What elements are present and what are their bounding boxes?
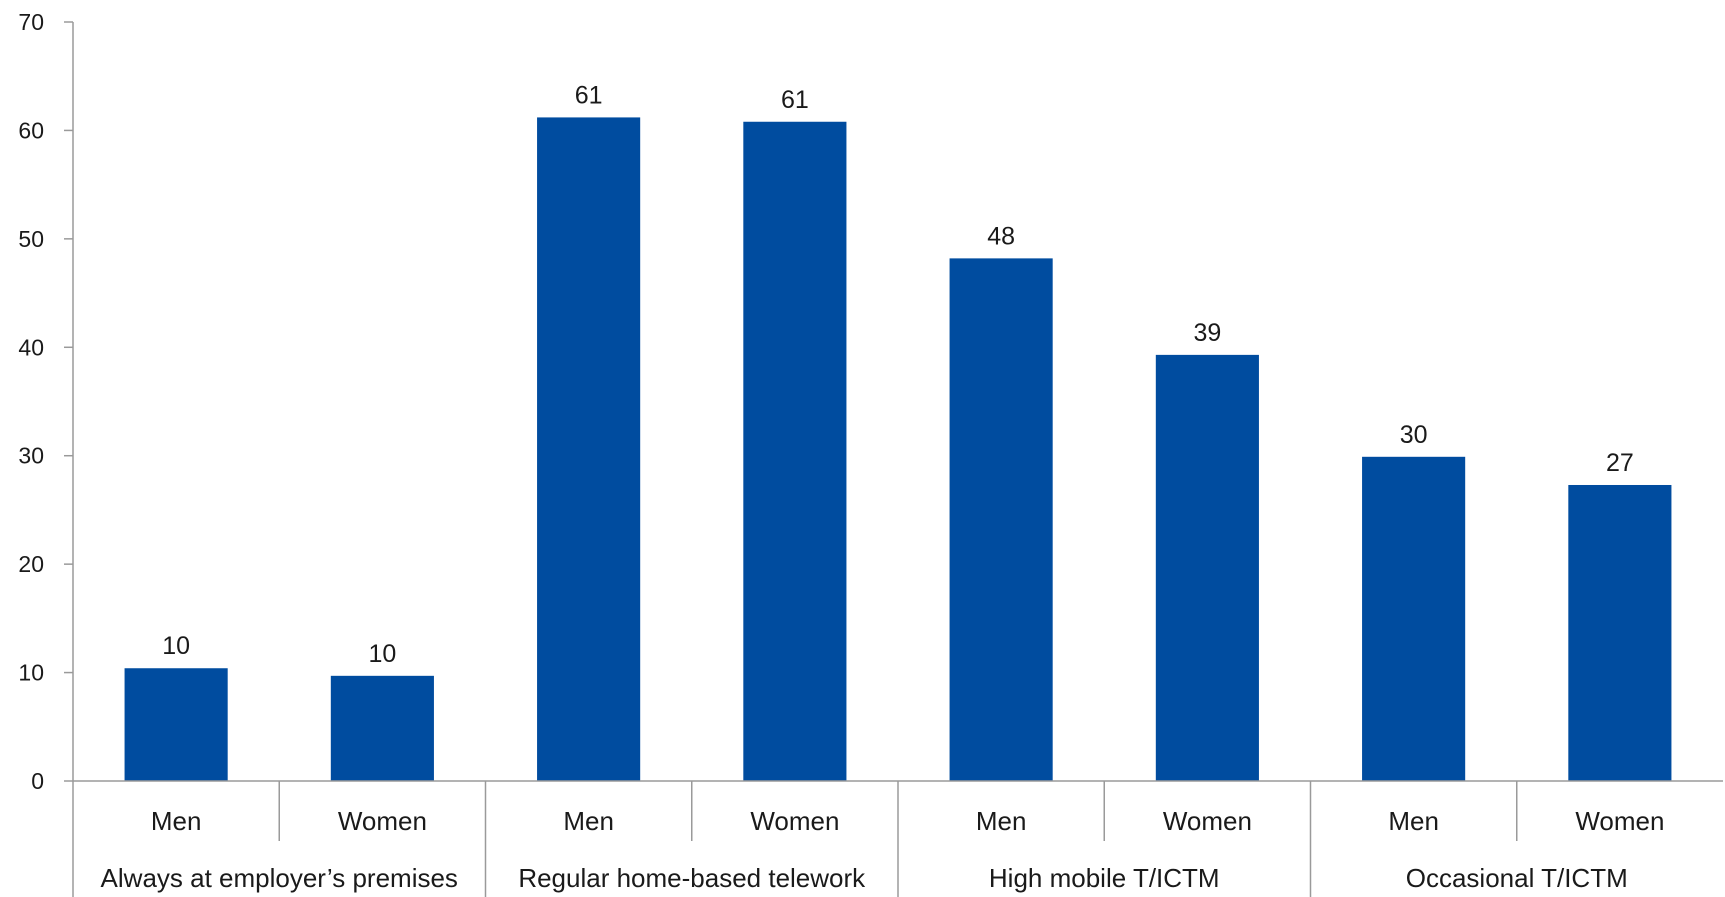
x-category-label: Women <box>750 806 839 836</box>
data-labels: 10 10 61 61 48 39 30 27 <box>162 81 1634 667</box>
bar-value-label: 27 <box>1606 449 1634 477</box>
bar <box>124 668 228 781</box>
bar-value-label: 10 <box>162 632 190 660</box>
y-tick-label: 60 <box>18 117 44 143</box>
y-axis: 0 10 20 30 40 50 60 70 <box>18 9 74 794</box>
x-group-label: High mobile T/ICTM <box>989 863 1220 893</box>
bar <box>1155 354 1259 781</box>
x-group-label: Always at employer’s premises <box>101 863 458 893</box>
y-tick-label: 10 <box>18 660 44 686</box>
x-category-label: Men <box>1388 806 1439 836</box>
bar-value-label: 39 <box>1193 319 1221 347</box>
bar-value-label: 61 <box>575 81 603 109</box>
y-tick-label: 0 <box>31 768 44 794</box>
bars <box>124 117 1672 782</box>
bar <box>537 117 641 782</box>
bar-value-label: 30 <box>1400 421 1428 449</box>
y-tick-label: 20 <box>18 551 44 577</box>
y-tick-label: 70 <box>18 9 44 35</box>
x-category-label: Men <box>151 806 202 836</box>
x-category-label: Women <box>1163 806 1252 836</box>
x-group-label: Regular home-based telework <box>518 863 866 893</box>
bar <box>949 258 1053 782</box>
bar-value-label: 48 <box>987 222 1015 250</box>
bar <box>1362 456 1466 781</box>
y-tick-label: 40 <box>18 334 44 360</box>
bar <box>743 121 847 782</box>
x-axis: Men Women Men Women Men Women Men Women Always a… <box>72 780 1723 897</box>
x-category-label: Women <box>1575 806 1664 836</box>
x-category-label: Women <box>338 806 427 836</box>
bar <box>330 675 434 781</box>
bar-value-label: 61 <box>781 86 809 114</box>
x-category-label: Men <box>976 806 1027 836</box>
x-category-label: Men <box>563 806 614 836</box>
y-tick-label: 30 <box>18 443 44 469</box>
x-group-label: Occasional T/ICTM <box>1406 863 1628 893</box>
y-tick-label: 50 <box>18 226 44 252</box>
bar <box>1568 484 1672 781</box>
bar-value-label: 10 <box>368 640 396 668</box>
